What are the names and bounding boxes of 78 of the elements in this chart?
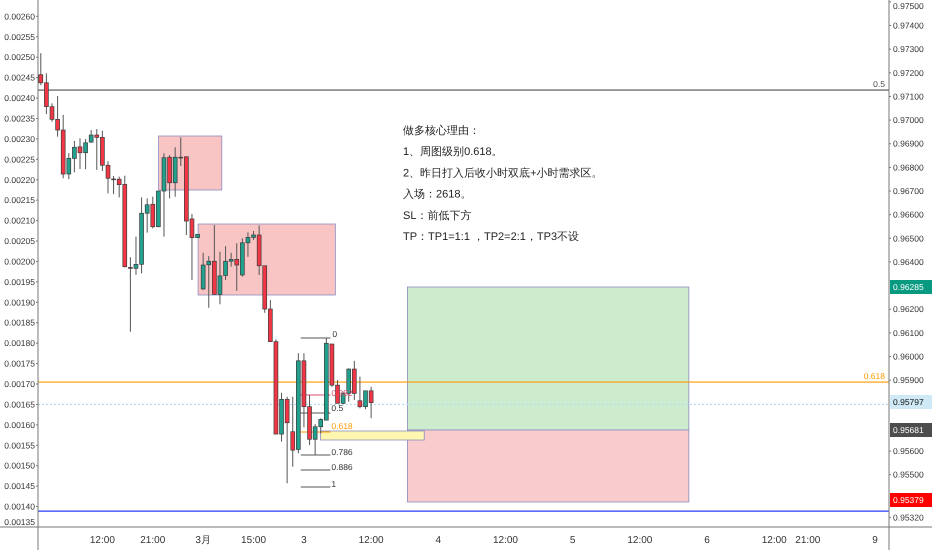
y2-tick-label: 0.96100	[893, 328, 924, 338]
y-tick-label: 0.00200	[4, 256, 36, 266]
y-tick-label: 0.00180	[4, 338, 36, 348]
annotation: 入场：2618。	[403, 188, 472, 201]
y2-tick-label: 0.96400	[893, 256, 924, 267]
x-tick-label: 12:00	[358, 535, 384, 546]
annotation: 1、周图级别0.618。	[403, 146, 503, 158]
annotation: 0.886	[331, 462, 353, 472]
y-tick-label: 0.00190	[4, 297, 36, 308]
price-tag: 0.95681	[890, 423, 932, 437]
annotation: 1	[331, 479, 336, 489]
y2-tick-label: 0.96200	[893, 304, 924, 314]
y-tick-label: 0.00185	[4, 318, 36, 328]
annotation: 0.5	[873, 79, 886, 89]
y-tick-label: 0.00135	[4, 517, 36, 527]
y-tick-label: 0.00170	[4, 379, 36, 390]
y-tick-label: 0.00165	[4, 399, 36, 410]
x-tick-label: 9	[872, 535, 878, 546]
y-tick-label: 0.00255	[4, 32, 36, 42]
y-tick-label: 0.00145	[4, 481, 36, 492]
y2-tick-label: 0.97300	[893, 44, 924, 54]
y-tick-label: 0.00150	[4, 460, 36, 471]
x-tick-label: 12:00	[492, 535, 518, 546]
price-tag: 0.95379	[890, 493, 932, 507]
y-tick-label: 0.00215	[4, 195, 36, 206]
y-tick-label: 0.00175	[4, 358, 36, 369]
x-tick-label: 12:00	[762, 535, 788, 546]
annotation: 0.618	[864, 371, 886, 381]
y-tick-label: 0.00195	[4, 276, 36, 287]
y2-tick-label: 0.97000	[893, 115, 924, 126]
annotation: TP：TP1=1:1 ，TP2=2:1，TP3不设	[403, 231, 580, 243]
y-tick-label: 0.00250	[4, 52, 36, 62]
y2-tick-label: 0.95900	[893, 375, 924, 386]
y-tick-label: 0.00225	[4, 154, 36, 164]
y2-tick-label: 0.95500	[893, 470, 924, 480]
y2-tick-label: 0.96900	[893, 138, 924, 149]
y2-tick-label: 0.97200	[893, 68, 924, 78]
annotation: 0	[332, 329, 338, 339]
annotation: 0.786	[331, 447, 353, 457]
x-tick-label: 3	[301, 535, 308, 546]
price-tag: 0.96285	[890, 280, 932, 294]
y2-tick-label: 0.96700	[893, 186, 924, 196]
y-tick-label: 0.00230	[4, 134, 36, 144]
annotation: 0.618	[331, 421, 353, 431]
x-tick-label: 5	[570, 535, 576, 546]
y-tick-label: 0.00235	[4, 113, 36, 124]
y2-tick-label: 0.97100	[893, 91, 924, 102]
annotation: 0.382	[331, 388, 353, 398]
x-tick-label: 21:00	[795, 535, 821, 546]
y2-tick-label: 0.95320	[893, 512, 924, 522]
y-tick-label: 0.00210	[4, 216, 36, 226]
x-tick-label: 15:00	[241, 535, 266, 546]
y-tick-label: 0.00205	[4, 236, 36, 246]
y-tick-label: 0.00260	[4, 11, 36, 22]
y-tick-label: 0.00240	[4, 93, 36, 104]
y2-tick-label: 0.96500	[893, 233, 924, 244]
x-tick-label: 21:00	[140, 535, 166, 546]
y-tick-label: 0.00220	[4, 174, 36, 185]
x-tick-label: 4	[436, 535, 442, 546]
x-tick-label: 6	[704, 535, 710, 546]
y2-tick-label: 0.96000	[893, 352, 924, 362]
y2-tick-label: 0.97400	[893, 20, 924, 31]
annotation: 做多核心理由：	[403, 124, 480, 137]
y2-tick-label: 0.96800	[893, 162, 924, 172]
annotation: SL：前低下方	[403, 208, 472, 222]
y2-tick-label: 0.95600	[893, 446, 924, 456]
x-tick-label: 12:00	[90, 535, 116, 546]
price-tag: 0.95797	[890, 395, 932, 409]
annotation: 2、昨日打入后收小时双底+小时需求区。	[403, 166, 603, 180]
x-tick-label: 3月	[195, 535, 211, 546]
y-tick-label: 0.00245	[4, 72, 36, 83]
y2-tick-label: 0.97500	[893, 1, 924, 11]
x-tick-label: 12:00	[627, 535, 653, 546]
y2-tick-label: 0.96600	[893, 210, 924, 220]
y-tick-label: 0.00140	[4, 502, 36, 512]
annotation: 0.5	[331, 403, 344, 413]
y-tick-label: 0.00160	[4, 420, 36, 430]
y-tick-label: 0.00155	[4, 440, 36, 450]
